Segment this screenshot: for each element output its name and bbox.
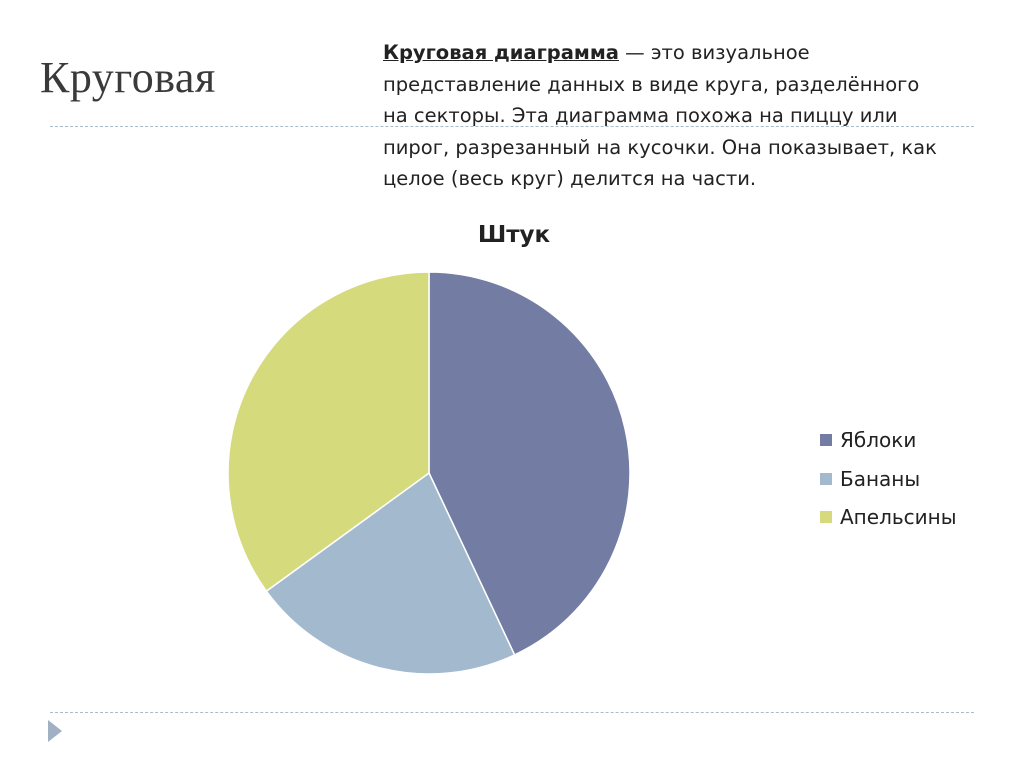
legend-label: Бананы xyxy=(840,466,921,491)
legend-item: Бананы xyxy=(820,460,957,499)
legend-label: Яблоки xyxy=(840,428,917,453)
bottom-divider xyxy=(50,712,974,713)
description-line-2: представление данных в виде круга, разде… xyxy=(383,72,920,96)
pie-slice-2 xyxy=(265,471,516,675)
legend-swatch xyxy=(820,434,832,447)
description-line-4: пирог, разрезанный на кусочки. Она показ… xyxy=(383,135,937,159)
triangle-right-icon[interactable] xyxy=(48,720,62,742)
description-line-5: целое (весь круг) делится на части. xyxy=(383,167,757,190)
description: Круговая диаграмма — это визуальное пред… xyxy=(383,37,983,195)
description-line-1-rest: — это визуальное xyxy=(618,41,810,64)
legend-swatch xyxy=(820,511,832,524)
legend-label: Апельсины xyxy=(840,505,957,530)
description-line-1: Круговая диаграмма — это визуальное xyxy=(383,37,983,69)
chart-title: Штук xyxy=(477,222,551,248)
legend-item: Апельсины xyxy=(820,498,957,537)
description-term: Круговая диаграмма xyxy=(383,41,619,64)
legend-swatch xyxy=(820,472,832,485)
pie-slice-1 xyxy=(428,271,631,656)
chart-legend: Яблоки Бананы Апельсины xyxy=(820,421,957,537)
top-divider xyxy=(50,126,974,127)
chart-title-wrap: Штук xyxy=(0,222,1024,248)
legend-item: Яблоки xyxy=(820,421,957,460)
slide-title: Круговая xyxy=(40,53,216,102)
pie-slice-3 xyxy=(227,271,430,593)
description-line-3: на секторы. Эта диаграмма похожа на пицц… xyxy=(383,104,898,127)
